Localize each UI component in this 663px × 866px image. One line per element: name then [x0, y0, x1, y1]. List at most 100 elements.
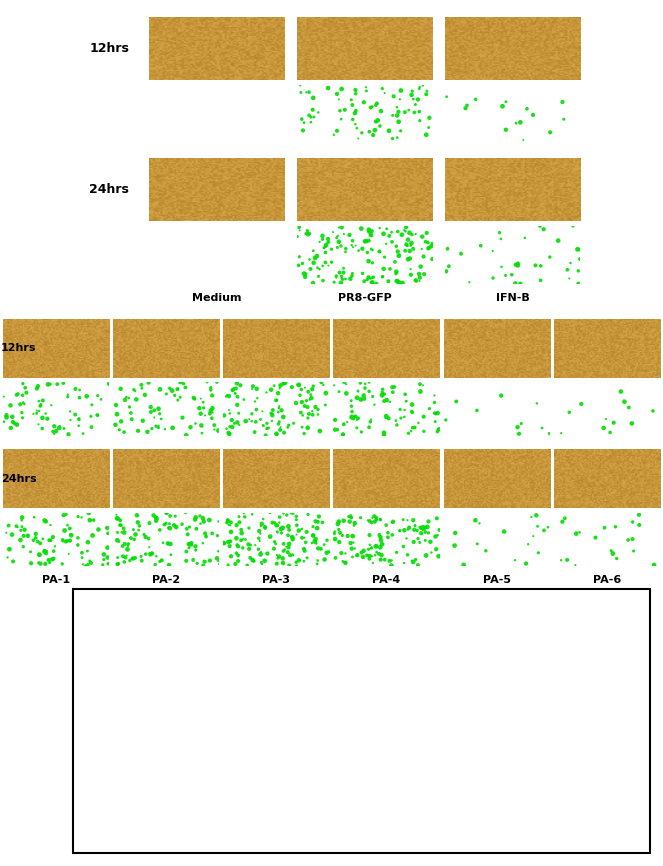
Point: [32, 534, 43, 548]
Point: [77, 551, 88, 565]
Point: [441, 264, 452, 278]
Point: [119, 555, 129, 569]
Point: [19, 397, 30, 411]
Point: [253, 532, 264, 546]
Point: [102, 540, 113, 554]
Point: [150, 558, 160, 572]
Point: [535, 274, 546, 288]
Text: PA-3: PA-3: [263, 575, 290, 585]
Point: [340, 546, 351, 560]
Point: [243, 521, 254, 535]
Point: [420, 525, 430, 539]
Point: [302, 411, 313, 425]
Point: [307, 404, 318, 418]
Point: [414, 81, 424, 95]
Point: [304, 392, 315, 406]
Point: [347, 529, 358, 543]
Point: [379, 86, 390, 100]
Point: [414, 271, 425, 285]
Point: [195, 509, 206, 523]
Point: [198, 401, 209, 415]
Point: [281, 540, 292, 553]
Point: [410, 274, 421, 288]
Point: [398, 540, 408, 553]
Point: [320, 386, 331, 400]
Point: [343, 510, 354, 524]
Point: [172, 393, 183, 407]
Point: [268, 403, 278, 417]
Point: [512, 420, 523, 434]
Point: [308, 244, 319, 258]
Point: [223, 518, 234, 532]
Point: [414, 81, 425, 94]
Point: [211, 552, 222, 565]
Point: [300, 544, 310, 558]
Text: PA-5: PA-5: [483, 575, 511, 585]
Point: [350, 87, 361, 100]
Point: [408, 555, 418, 569]
Point: [352, 548, 363, 562]
Point: [161, 506, 172, 520]
Point: [62, 388, 73, 402]
Point: [114, 423, 125, 436]
Point: [146, 405, 156, 419]
Point: [394, 524, 405, 538]
Point: [45, 378, 56, 391]
Point: [332, 87, 342, 100]
Point: [303, 507, 314, 521]
Point: [336, 82, 347, 96]
Point: [407, 405, 418, 419]
Point: [154, 407, 165, 421]
Point: [133, 515, 143, 529]
Point: [177, 517, 188, 531]
Point: [340, 272, 351, 286]
Point: [379, 394, 389, 408]
Point: [267, 414, 277, 428]
Point: [532, 397, 542, 410]
Point: [357, 267, 368, 281]
Point: [231, 382, 241, 396]
Point: [209, 423, 219, 436]
Point: [31, 406, 42, 420]
Point: [400, 224, 410, 238]
Point: [316, 542, 326, 556]
Point: [271, 427, 282, 441]
Point: [224, 427, 235, 441]
Point: [255, 547, 266, 561]
Point: [373, 113, 383, 127]
Point: [149, 508, 159, 522]
Point: [41, 546, 52, 560]
Point: [20, 381, 30, 395]
Point: [292, 378, 303, 391]
Point: [309, 110, 320, 124]
Point: [433, 422, 444, 436]
Point: [402, 548, 413, 562]
Point: [266, 406, 276, 420]
Point: [241, 414, 251, 428]
Point: [119, 526, 129, 540]
Point: [314, 262, 325, 276]
Point: [306, 388, 316, 402]
Point: [349, 516, 360, 530]
Point: [340, 245, 351, 259]
Point: [623, 401, 634, 415]
Point: [137, 414, 148, 428]
Point: [34, 404, 44, 418]
Point: [507, 268, 517, 281]
Point: [282, 546, 293, 559]
Point: [619, 395, 630, 409]
Point: [430, 406, 441, 420]
Point: [272, 525, 282, 539]
Point: [365, 514, 375, 528]
Point: [366, 242, 377, 256]
Point: [230, 557, 241, 571]
Point: [429, 396, 440, 410]
Point: [206, 381, 216, 395]
Point: [271, 537, 281, 551]
Point: [272, 386, 283, 400]
Point: [601, 412, 611, 426]
Point: [431, 542, 442, 556]
Point: [225, 406, 235, 420]
Point: [190, 544, 201, 558]
Point: [421, 128, 432, 142]
